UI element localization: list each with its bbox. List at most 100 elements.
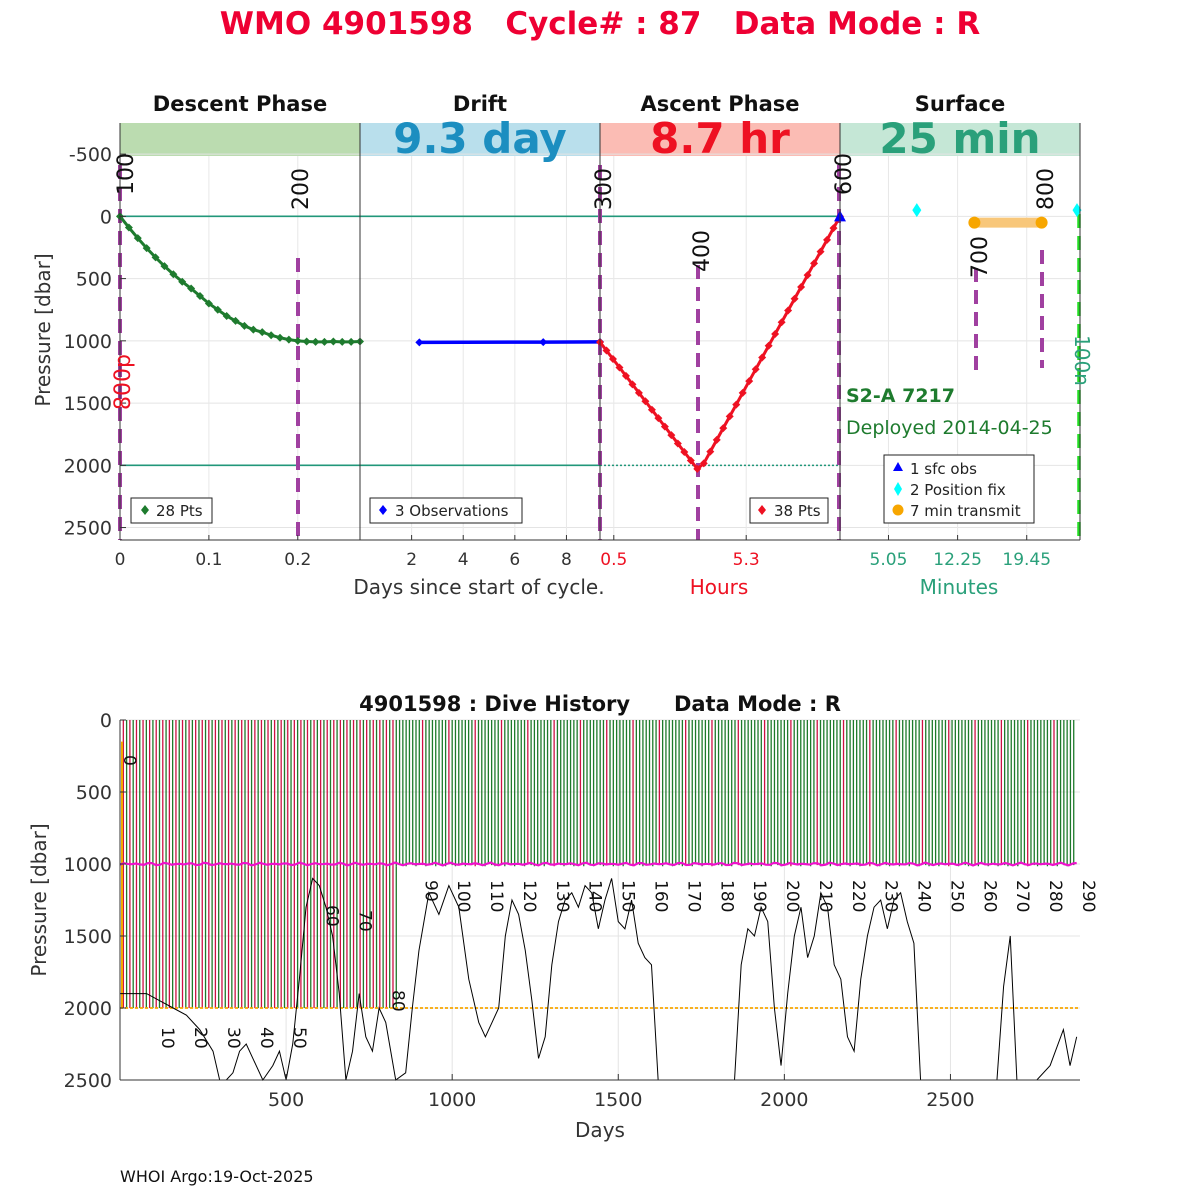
- legend-sfc-obs-marker: [893, 462, 903, 471]
- descent-point: [178, 277, 187, 286]
- cycle-label-190: 190: [749, 880, 769, 912]
- band-0: [120, 123, 360, 156]
- ascent-point: [777, 318, 786, 327]
- history-axes: [119, 719, 1080, 1081]
- top-ytick-label: 500: [76, 269, 112, 291]
- band-1: [360, 123, 600, 156]
- history-bars: [122, 720, 1075, 1008]
- cycle-label-10: 10: [157, 1027, 177, 1049]
- cycle-label-290: 290: [1078, 880, 1098, 912]
- history-x-axis-label: Days: [575, 1118, 625, 1142]
- bathymetry-line: [120, 877, 1078, 1082]
- history-ytick-label: 2000: [64, 998, 112, 1020]
- descent-point: [293, 336, 302, 345]
- cycle-label-30: 30: [223, 1027, 243, 1049]
- top-xtick-label: 0: [115, 550, 126, 570]
- legend-sfc-obs-label: 1 sfc obs: [910, 460, 977, 478]
- cycle-label-40: 40: [256, 1027, 276, 1049]
- history-ytick-label: 1500: [64, 926, 112, 948]
- ascent-point: [758, 353, 767, 362]
- ascent-point: [686, 456, 695, 465]
- history-xtick-label: 2500: [926, 1089, 974, 1111]
- index-label-700: 700: [968, 236, 993, 278]
- descent-point: [267, 331, 276, 340]
- index-label-300: 300: [592, 168, 617, 210]
- descent-point: [124, 223, 133, 232]
- cycle-label-200: 200: [782, 880, 802, 912]
- descent-point: [284, 335, 293, 344]
- top-xtick-label: 0.1: [195, 550, 222, 570]
- ascent-point: [764, 341, 773, 350]
- history-xtick-label: 1000: [428, 1089, 476, 1111]
- descent-point: [204, 299, 213, 308]
- history-title: 4901598 : Dive History Data Mode : R: [359, 692, 841, 716]
- descent-point: [311, 337, 320, 346]
- ascent-point: [797, 282, 806, 291]
- panel-title-3: Surface: [915, 92, 1005, 116]
- cycle-label-250: 250: [946, 880, 966, 912]
- park-depth-line: [119, 861, 1077, 867]
- index-label-800: 800: [1034, 168, 1059, 210]
- cycle-label-70: 70: [355, 910, 375, 932]
- cycle-label-100: 100: [453, 880, 473, 912]
- ascent-point: [771, 330, 780, 339]
- ascent-point: [829, 224, 838, 233]
- cycle-label-160: 160: [650, 880, 670, 912]
- descent-point: [231, 316, 240, 325]
- index-label-200: 200: [289, 168, 314, 210]
- footer-credit: WHOI Argo:19-Oct-2025: [120, 1167, 314, 1186]
- ascent-point: [615, 363, 624, 372]
- transmit-marker: [968, 216, 981, 229]
- figure-title: WMO 4901598 Cycle# : 87 Data Mode : R: [220, 6, 981, 42]
- ascent-point: [667, 431, 676, 440]
- descent-point: [222, 311, 231, 320]
- legend-descent-label: 28 Pts: [156, 502, 203, 520]
- cycle-label-270: 270: [1012, 880, 1032, 912]
- descent-point: [213, 305, 222, 314]
- descent-point: [258, 328, 267, 337]
- ascent-point: [732, 400, 741, 409]
- top-xtick-label: 0.2: [284, 550, 311, 570]
- top-xtick-label: 2: [406, 550, 417, 570]
- legend-drift: 3 Observations: [369, 497, 523, 524]
- position-fix-marker: [912, 203, 922, 218]
- ascent-point: [823, 235, 832, 244]
- cycle-label-260: 260: [979, 880, 999, 912]
- top-y-axis-label: Pressure [dbar]: [31, 253, 55, 406]
- ascent-point: [706, 447, 715, 456]
- top-xtick-label: 12.25: [933, 550, 982, 570]
- x-label-hours: Hours: [690, 575, 749, 599]
- cycle-label-80: 80: [387, 990, 407, 1012]
- ascent-point: [673, 439, 682, 448]
- cycle-label-90: 90: [420, 880, 440, 902]
- ascent-point: [699, 459, 708, 468]
- legend-ascent-marker: [758, 505, 766, 515]
- ascent-point: [621, 371, 630, 380]
- top-series: [116, 203, 1082, 473]
- legend-position-fix-marker: [894, 482, 902, 496]
- top-ytick-label: -500: [69, 144, 112, 166]
- cycle-label-50: 50: [289, 1027, 309, 1049]
- descent-point: [347, 337, 356, 346]
- top-xtick-label: 19.45: [1002, 550, 1051, 570]
- top-xtick-label: 6: [509, 550, 520, 570]
- panel-title-2: Ascent Phase: [641, 92, 800, 116]
- legend-ascent-label: 38 Pts: [774, 502, 821, 520]
- ascent-point: [784, 306, 793, 315]
- position-fix-marker: [1072, 203, 1082, 218]
- x-label-days: Days since start of cycle.: [353, 575, 604, 599]
- band-3: [840, 123, 1080, 156]
- history-lines: [119, 741, 1080, 1082]
- surface-side-label: 100n: [1070, 335, 1094, 386]
- history-xtick-label: 2000: [760, 1089, 808, 1111]
- legend-transmit-label: 7 min transmit: [910, 502, 1021, 520]
- history-ytick-label: 2500: [64, 1070, 112, 1092]
- ascent-point: [738, 388, 747, 397]
- ascent-point: [634, 388, 643, 397]
- descent-point: [320, 337, 329, 346]
- panel-title-0: Descent Phase: [153, 92, 327, 116]
- ascent-point: [816, 247, 825, 256]
- drift-point: [539, 338, 548, 347]
